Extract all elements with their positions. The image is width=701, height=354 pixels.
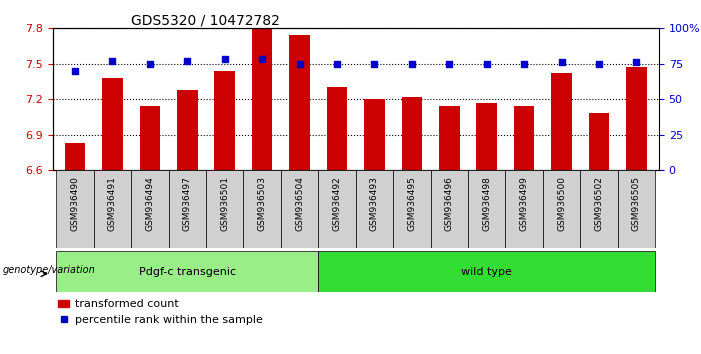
Bar — [589, 113, 609, 170]
Point — [69, 68, 81, 74]
Bar — [243, 170, 281, 248]
Text: GSM936499: GSM936499 — [519, 176, 529, 231]
Point — [257, 57, 268, 62]
Point — [144, 61, 156, 67]
Text: GSM936497: GSM936497 — [183, 176, 192, 231]
Bar — [439, 106, 460, 170]
Legend: transformed count, percentile rank within the sample: transformed count, percentile rank withi… — [58, 299, 263, 325]
Text: wild type: wild type — [461, 267, 512, 277]
Bar — [355, 170, 393, 248]
Text: GSM936492: GSM936492 — [332, 176, 341, 231]
Text: GSM936505: GSM936505 — [632, 176, 641, 231]
Point — [444, 61, 455, 67]
Text: GSM936502: GSM936502 — [594, 176, 604, 231]
Bar — [252, 28, 273, 170]
Bar — [551, 73, 572, 170]
Point — [481, 61, 492, 67]
Text: GSM936501: GSM936501 — [220, 176, 229, 231]
Bar — [318, 170, 355, 248]
Point — [294, 61, 305, 67]
Text: GSM936500: GSM936500 — [557, 176, 566, 231]
Text: GSM936498: GSM936498 — [482, 176, 491, 231]
Bar — [626, 67, 647, 170]
Bar — [365, 99, 385, 170]
Bar — [131, 170, 169, 248]
Bar — [169, 170, 206, 248]
Bar — [327, 87, 347, 170]
Bar — [402, 97, 422, 170]
Bar — [430, 170, 468, 248]
Bar — [543, 170, 580, 248]
Bar — [318, 251, 655, 292]
Bar — [94, 170, 131, 248]
Text: GSM936496: GSM936496 — [445, 176, 454, 231]
Text: genotype/variation: genotype/variation — [3, 265, 95, 275]
Bar — [56, 170, 94, 248]
Text: GSM936494: GSM936494 — [145, 176, 154, 231]
Point — [369, 61, 380, 67]
Bar — [56, 251, 318, 292]
Point — [407, 61, 418, 67]
Text: Pdgf-c transgenic: Pdgf-c transgenic — [139, 267, 236, 277]
Bar — [290, 35, 310, 170]
Bar — [580, 170, 618, 248]
Point — [519, 61, 530, 67]
Bar — [618, 170, 655, 248]
Bar — [215, 71, 235, 170]
Bar — [514, 106, 534, 170]
Text: GSM936491: GSM936491 — [108, 176, 117, 231]
Bar — [505, 170, 543, 248]
Text: GDS5320 / 10472782: GDS5320 / 10472782 — [131, 13, 280, 27]
Bar — [177, 90, 198, 170]
Point — [556, 59, 567, 65]
Text: GSM936503: GSM936503 — [258, 176, 266, 231]
Bar — [139, 106, 161, 170]
Text: GSM936490: GSM936490 — [71, 176, 79, 231]
Point — [332, 61, 343, 67]
Text: GSM936504: GSM936504 — [295, 176, 304, 231]
Bar — [102, 78, 123, 170]
Point — [219, 57, 231, 62]
Text: GSM936495: GSM936495 — [407, 176, 416, 231]
Text: GSM936493: GSM936493 — [370, 176, 379, 231]
Bar — [64, 143, 86, 170]
Bar — [477, 103, 497, 170]
Point — [107, 58, 118, 64]
Point — [182, 58, 193, 64]
Bar — [206, 170, 243, 248]
Bar — [281, 170, 318, 248]
Point — [594, 61, 605, 67]
Bar — [468, 170, 505, 248]
Point — [631, 59, 642, 65]
Bar — [393, 170, 430, 248]
